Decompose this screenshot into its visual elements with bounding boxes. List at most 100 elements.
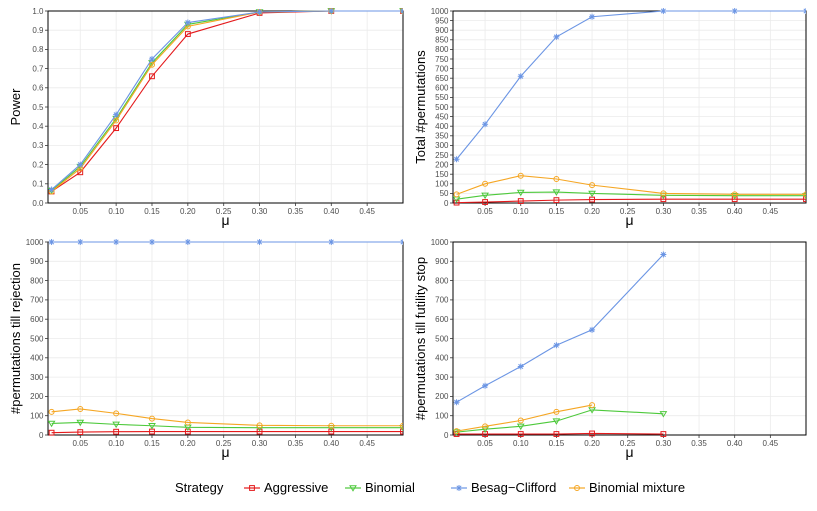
x-tick-label: 0.35 (691, 207, 707, 216)
panel-total-permutations: 0501001502002503003504004505005506006507… (413, 7, 807, 228)
x-tick-label: 0.20 (584, 207, 600, 216)
data-point (453, 429, 461, 436)
panel-permutations-till-futility-stop: 0 100 200 300 400 500 600 700 800 900 1000 0.05 0.10… (413, 238, 807, 460)
data-point (256, 8, 263, 15)
x-tick-label: 0.35 (288, 439, 304, 448)
data-point (803, 191, 806, 198)
y-tick-label: 200 (435, 392, 449, 401)
data-point (660, 190, 667, 197)
data-point (400, 239, 403, 245)
data-point (553, 176, 560, 182)
y-tick-label: 1000 (26, 238, 44, 247)
series-line (456, 254, 664, 403)
y-tick-label: 400 (435, 354, 449, 363)
x-tick-label: 0.45 (359, 439, 375, 448)
x-tick-label: 0.25 (216, 207, 232, 216)
data-point (453, 428, 460, 435)
data-point (803, 8, 806, 14)
series-line (456, 175, 806, 195)
data-point (552, 189, 561, 196)
series-line (456, 191, 806, 200)
y-tick-label: 500 (435, 334, 449, 343)
data-point (589, 326, 596, 333)
y-tick-label: 0.7 (32, 64, 44, 73)
data-point (482, 199, 488, 205)
legend-marker (349, 485, 357, 492)
y-tick-label: 300 (30, 373, 44, 382)
legend-label: Besag−Clifford (471, 480, 556, 495)
data-point (482, 121, 489, 128)
y-tick-label: 0.3 (32, 141, 44, 150)
data-point (76, 419, 85, 427)
data-point (660, 251, 667, 258)
x-tick-label: 0.20 (180, 439, 196, 448)
data-point (453, 156, 460, 163)
series-besag-clifford (453, 251, 667, 406)
y-tick-label: 750 (435, 55, 449, 64)
y-tick-label: 700 (30, 296, 44, 305)
y-tick-label: 600 (435, 84, 449, 93)
data-point (113, 410, 120, 417)
data-point (553, 197, 560, 204)
data-point (256, 428, 263, 435)
x-axis-label: μ (625, 212, 633, 228)
y-tick-label: 600 (30, 315, 44, 324)
data-point (660, 8, 667, 14)
y-tick-label: 0 (444, 431, 449, 440)
y-axis-label: #permutations till rejection (8, 263, 23, 414)
data-point (517, 417, 524, 424)
y-tick-label: 0.0 (32, 199, 44, 208)
y-tick-label: 0.9 (32, 26, 44, 35)
x-tick-label: 0.25 (216, 439, 232, 448)
x-tick-label: 0.05 (477, 439, 493, 448)
data-point (553, 431, 560, 437)
x-tick-label: 0.10 (108, 439, 124, 448)
data-point (48, 186, 55, 193)
data-point (148, 423, 156, 430)
data-point (77, 405, 84, 412)
panel-power: 0.0 0.1 0.2 0.3 0.4 0.5 0.6 0.7 0.8 0.9 1.0 0.05 0.1… (8, 7, 404, 228)
data-point (517, 431, 524, 437)
y-tick-label: 900 (435, 257, 449, 266)
y-tick-label: 50 (440, 189, 449, 198)
series-line (51, 408, 403, 427)
y-tick-label: 0.2 (32, 160, 44, 169)
series-line (456, 404, 593, 432)
y-tick-label: 200 (435, 160, 449, 169)
data-point (588, 190, 596, 198)
series-binomial-mixture (453, 172, 806, 198)
data-point (328, 422, 335, 429)
data-point (517, 172, 524, 179)
legend-marker (456, 485, 462, 491)
data-point (148, 61, 155, 68)
x-tick-label: 0.30 (656, 207, 672, 216)
y-tick-label: 400 (30, 354, 44, 363)
series-besag-clifford (48, 239, 403, 245)
data-point (553, 342, 560, 349)
x-tick-label: 0.40 (323, 207, 339, 216)
y-tick-label: 0.1 (32, 180, 44, 189)
data-point (113, 125, 120, 132)
data-point (328, 8, 335, 14)
y-tick-label: 1000 (431, 238, 449, 247)
data-point (48, 239, 55, 245)
data-point (516, 189, 525, 197)
legend: Strategy Aggressive Binomial Besag−Cliffor… (175, 480, 685, 495)
data-point (77, 161, 84, 168)
data-point (48, 408, 55, 415)
legend-items: Aggressive Binomial Besag−Clifford Binomial… (244, 480, 685, 495)
series-besag-clifford (48, 8, 403, 193)
data-point (731, 191, 738, 198)
y-tick-label: 0 (39, 431, 44, 440)
x-tick-label: 0.40 (727, 207, 743, 216)
x-tick-label: 0.30 (656, 439, 672, 448)
data-point (48, 420, 56, 428)
data-point (77, 429, 84, 436)
data-point (517, 198, 524, 204)
panel-permutations-till-rejection: 0 100 200 300 400 500 600 700 800 900 1000 0.05 0.10… (8, 238, 404, 460)
y-tick-label: 0.6 (32, 84, 44, 93)
data-point (400, 8, 403, 14)
y-tick-label: 500 (30, 334, 44, 343)
data-point (149, 73, 155, 80)
